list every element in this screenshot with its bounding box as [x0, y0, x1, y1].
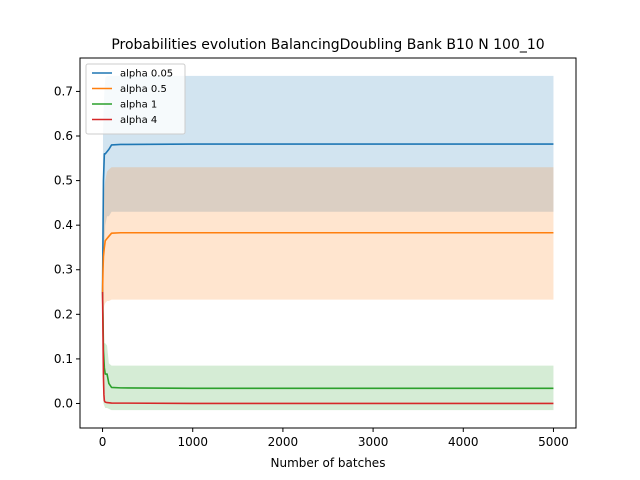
- x-tick-label: 5000: [538, 435, 569, 449]
- legend-label-3: alpha 1: [120, 100, 157, 111]
- legend-label-2: alpha 0.5: [120, 84, 167, 95]
- x-tick-label: 1000: [177, 435, 208, 449]
- y-tick-label: 0.5: [54, 174, 73, 188]
- chart-title: Probabilities evolution BalancingDoublin…: [111, 37, 544, 53]
- x-axis: 0 1000 2000 3000 4000 5000: [99, 428, 569, 449]
- legend-label-1: alpha 0.05: [120, 69, 173, 80]
- y-tick-label: 0.4: [54, 218, 73, 232]
- legend: alpha 0.05 alpha 0.5 alpha 1 alpha 4: [85, 63, 186, 135]
- y-tick-label: 0.1: [54, 352, 73, 366]
- confidence-band-2: [102, 167, 554, 315]
- y-tick-label: 0.0: [54, 396, 73, 410]
- series-line-1: [101, 143, 554, 293]
- y-tick-label: 0.6: [54, 129, 73, 143]
- x-tick-label: 4000: [448, 435, 479, 449]
- x-axis-title: Number of batches: [271, 456, 386, 470]
- x-tick-label: 3000: [358, 435, 389, 449]
- legend-box: [85, 63, 186, 135]
- x-tick-label: 0: [99, 435, 107, 449]
- y-axis: 0.0 0.1 0.2 0.3 0.4 0.5 0.6 0.7: [54, 84, 80, 410]
- plot-frame: [79, 57, 577, 429]
- y-tick-label: 0.2: [54, 307, 73, 321]
- series-line-4: [101, 292, 554, 405]
- y-tick-label: 0.3: [54, 263, 73, 277]
- lines-layer: [101, 143, 554, 405]
- x-tick-label: 2000: [268, 435, 299, 449]
- series-line-2: [101, 231, 554, 293]
- confidence-band-3: [102, 292, 554, 411]
- confidence-band-1: [102, 75, 554, 315]
- y-tick-label: 0.7: [54, 84, 73, 98]
- legend-label-4: alpha 4: [120, 115, 157, 126]
- bands-layer: [102, 75, 554, 411]
